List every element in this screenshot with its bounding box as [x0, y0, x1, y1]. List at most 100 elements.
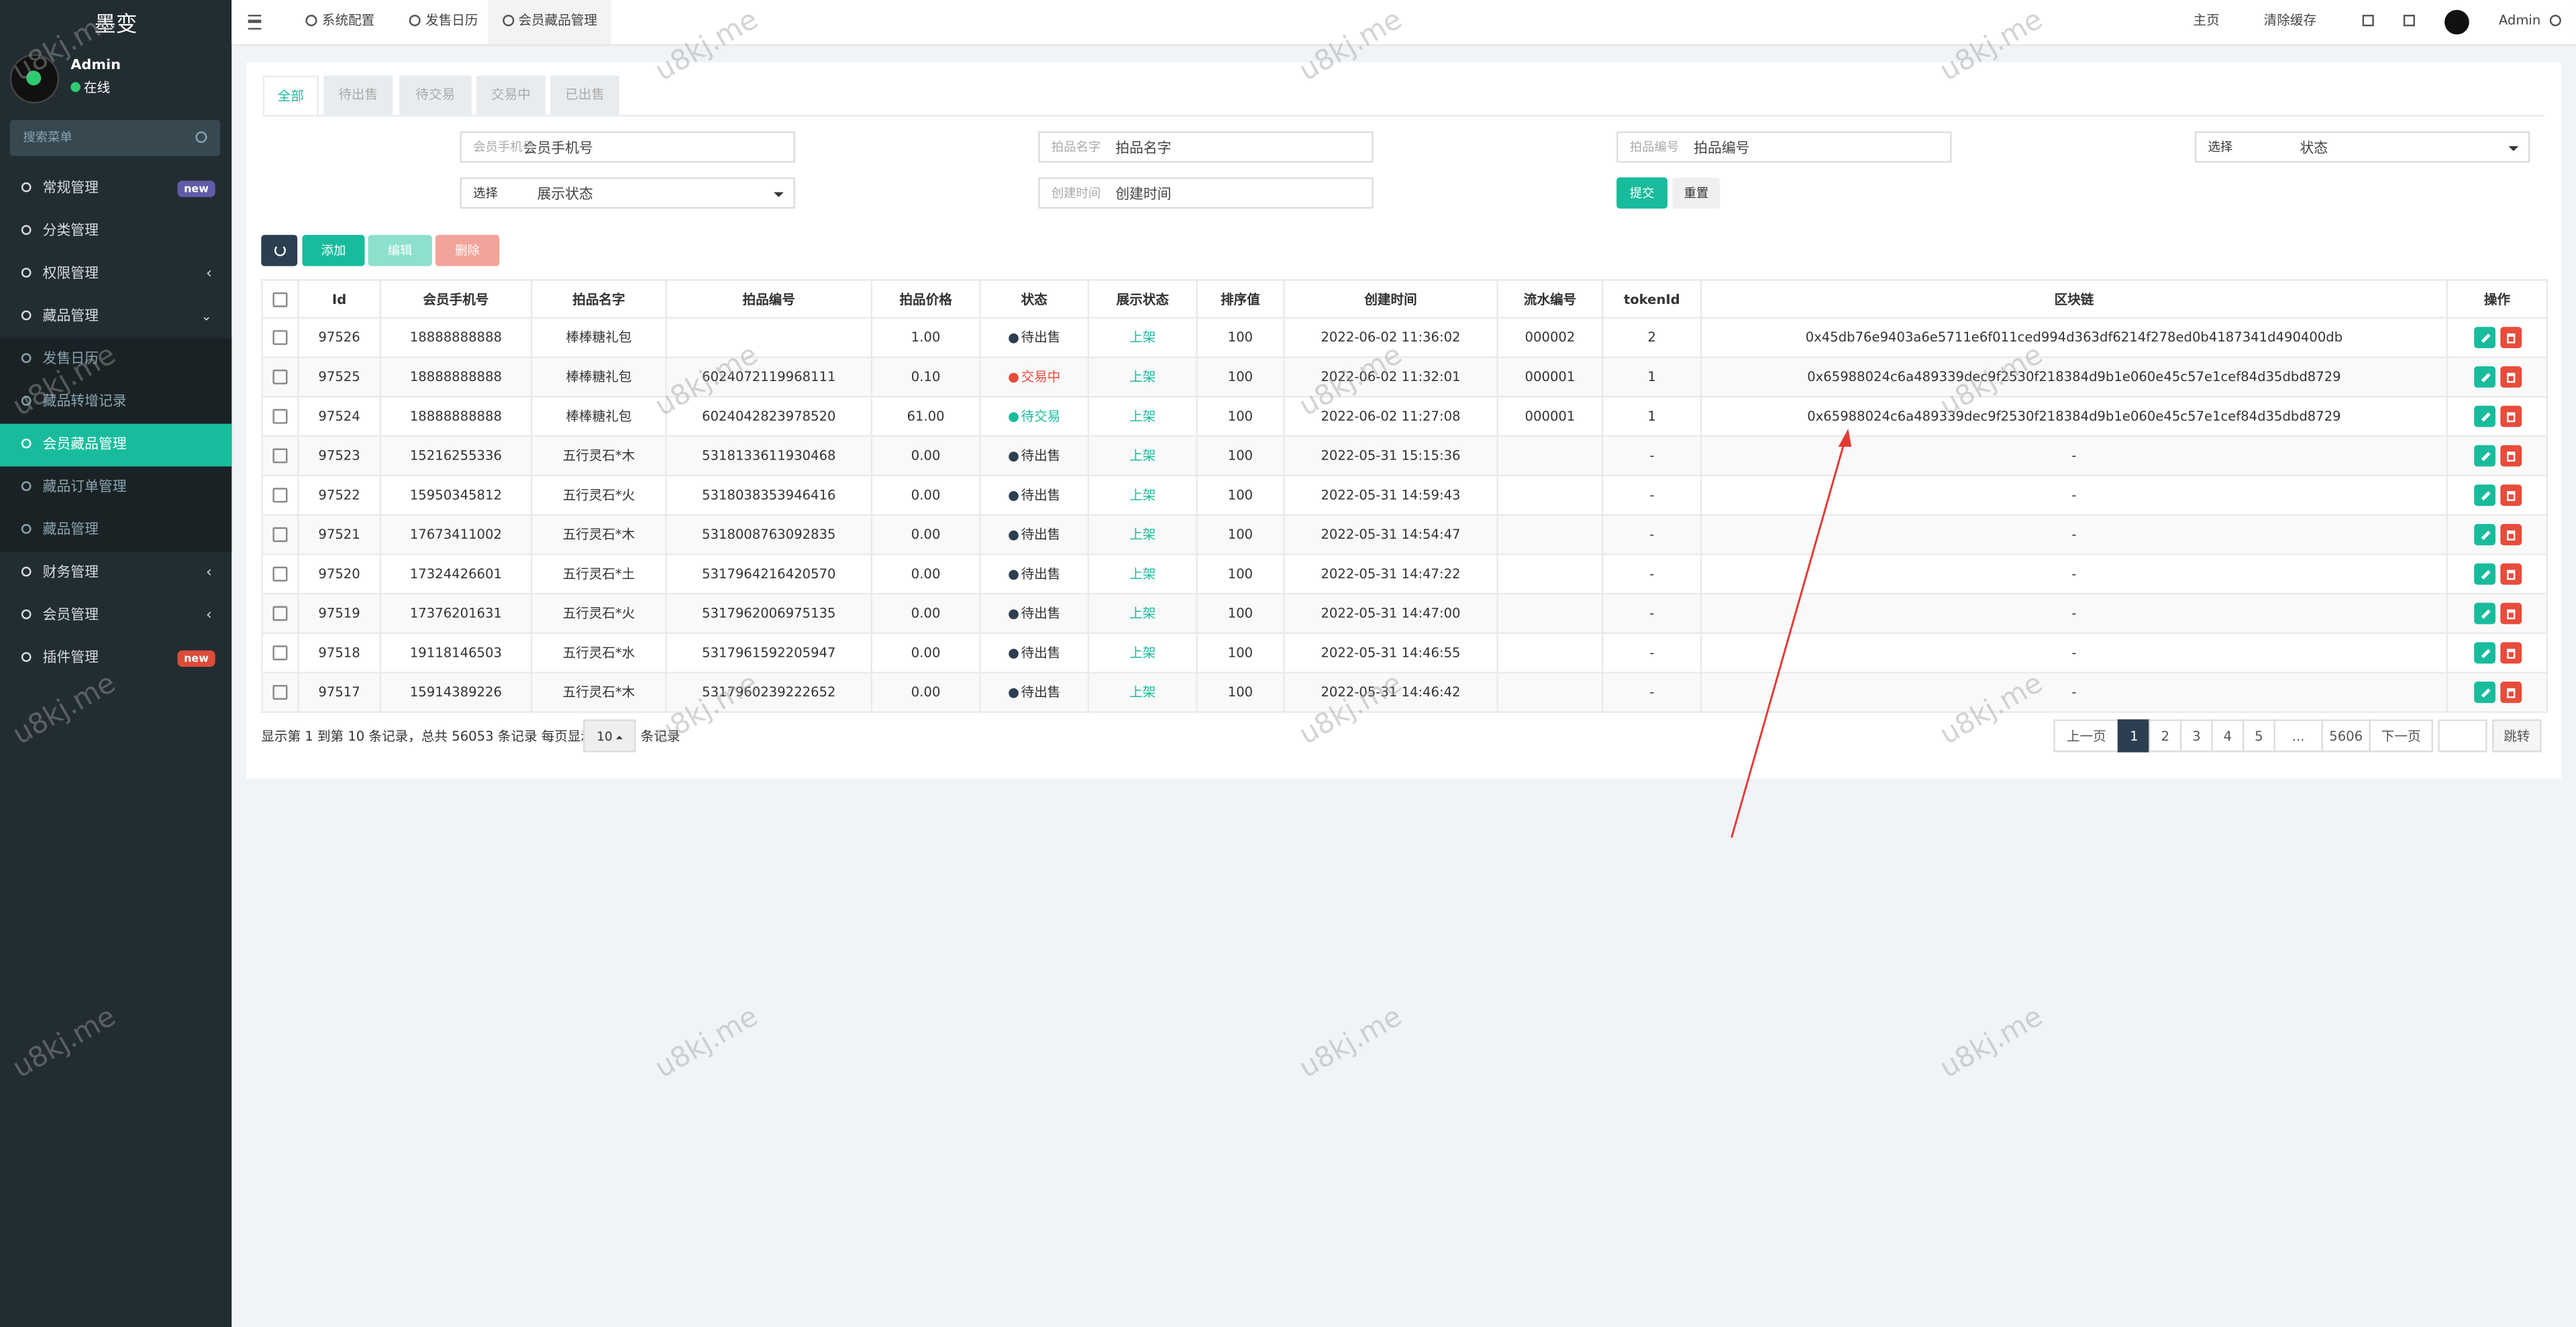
menu-item[interactable]: 权限管理 ‹ — [0, 253, 231, 296]
edit-button[interactable] — [2473, 327, 2495, 349]
checkbox[interactable] — [272, 448, 288, 464]
checkbox[interactable] — [272, 330, 288, 346]
top-icon[interactable] — [2362, 15, 2374, 27]
nav-tab[interactable]: 系统配置 — [294, 0, 386, 44]
checkbox[interactable] — [272, 566, 288, 582]
display-status[interactable]: 上架 — [1129, 527, 1156, 542]
toolbar-button[interactable]: 删除 — [435, 235, 500, 266]
checkbox[interactable] — [272, 409, 288, 424]
submenu-item[interactable]: 藏品订单管理 — [0, 466, 231, 509]
edit-button[interactable] — [2473, 405, 2495, 427]
edit-button[interactable] — [2473, 602, 2495, 625]
hamburger[interactable] — [248, 15, 262, 30]
edit-button[interactable] — [2473, 366, 2495, 388]
display-status[interactable]: 上架 — [1129, 448, 1156, 464]
edit-button[interactable] — [2473, 682, 2495, 703]
menu-item[interactable]: 会员管理 ‹ — [0, 594, 231, 637]
delete-button[interactable] — [2500, 327, 2521, 349]
refresh-button[interactable] — [261, 235, 298, 266]
menu-icon — [21, 182, 32, 193]
checkbox[interactable] — [272, 488, 288, 503]
filter-input[interactable]: 拍品编号 — [1616, 131, 1952, 163]
status-text: 待出售 — [1021, 684, 1061, 700]
cell — [2446, 672, 2548, 713]
menu-icon — [21, 609, 32, 620]
status-tab[interactable]: 待出售 — [323, 75, 393, 115]
pagination-button[interactable]: 跳转 — [2492, 719, 2542, 753]
delete-button[interactable] — [2500, 484, 2521, 507]
submenu-item[interactable]: 发售日历 — [0, 338, 231, 381]
menu-item[interactable]: 财务管理 ‹ — [0, 552, 231, 595]
cell: 100 — [1196, 672, 1285, 713]
menu-item[interactable]: 分类管理 — [0, 210, 231, 253]
form-button[interactable]: 重置 — [1672, 177, 1720, 209]
header-cell: tokenId — [1602, 279, 1702, 319]
filter-input[interactable]: 拍品名字 — [1038, 131, 1374, 163]
checkbox[interactable] — [272, 684, 288, 700]
edit-button[interactable] — [2473, 563, 2495, 585]
submenu-item[interactable]: 藏品转增记录 — [0, 381, 231, 424]
edit-button[interactable] — [2473, 445, 2495, 467]
top-user[interactable]: Admin — [2498, 13, 2541, 28]
display-status[interactable]: 上架 — [1129, 684, 1156, 700]
toolbar-button[interactable]: 编辑 — [368, 235, 432, 266]
filter-input[interactable]: 创建时间 — [1038, 177, 1374, 209]
checkbox[interactable] — [272, 291, 288, 307]
pagination-button[interactable]: 3 — [2179, 719, 2213, 753]
pagination-button[interactable]: 下一页 — [2369, 719, 2433, 753]
filter-input[interactable]: 会员手机号 — [460, 131, 795, 163]
submenu-item[interactable]: 藏品管理 — [0, 509, 231, 552]
pagination-button[interactable]: 上一页 — [2053, 719, 2120, 753]
checkbox[interactable] — [272, 606, 288, 621]
top-icon[interactable] — [2403, 15, 2416, 27]
menu-item[interactable]: 常规管理 new — [0, 168, 231, 211]
status-tab[interactable]: 待交易 — [399, 75, 472, 115]
form-button[interactable]: 提交 — [1616, 177, 1668, 209]
display-status[interactable]: 上架 — [1129, 606, 1156, 621]
display-status[interactable]: 上架 — [1129, 645, 1156, 661]
delete-button[interactable] — [2500, 524, 2521, 545]
edit-button[interactable] — [2473, 642, 2495, 664]
edit-button[interactable] — [2473, 524, 2495, 545]
menu-item[interactable]: 藏品管理 ⌄ — [0, 296, 231, 339]
search-box[interactable]: 搜索菜单 — [9, 119, 221, 156]
page-size[interactable]: 10 — [583, 719, 636, 753]
delete-button[interactable] — [2500, 445, 2521, 467]
settings-icon[interactable] — [2549, 15, 2561, 27]
pagination-button[interactable]: ... — [2273, 719, 2323, 753]
delete-button[interactable] — [2500, 563, 2521, 585]
top-link[interactable]: 主页 — [2193, 13, 2220, 28]
pagination-button[interactable]: 4 — [2211, 719, 2245, 753]
top-link[interactable]: 清除缓存 — [2263, 13, 2317, 28]
edit-button[interactable] — [2473, 484, 2495, 507]
cell: 上架 — [1087, 396, 1198, 437]
toolbar-button[interactable]: 添加 — [302, 235, 365, 266]
delete-button[interactable] — [2500, 602, 2521, 625]
delete-button[interactable] — [2500, 682, 2521, 703]
status-tab[interactable]: 已出售 — [550, 75, 620, 115]
filter-select[interactable]: 选择 — [2194, 131, 2530, 163]
display-status[interactable]: 上架 — [1129, 488, 1156, 503]
display-status[interactable]: 上架 — [1129, 566, 1156, 582]
delete-button[interactable] — [2500, 405, 2521, 427]
checkbox[interactable] — [272, 369, 288, 384]
menu-item[interactable]: 插件管理 new — [0, 637, 231, 680]
nav-tab[interactable]: 会员藏品管理 — [488, 0, 611, 45]
submenu-item[interactable]: 会员藏品管理 — [0, 423, 232, 467]
status-tab[interactable]: 交易中 — [476, 75, 546, 115]
jump-input[interactable] — [2438, 719, 2487, 753]
status-tab[interactable]: 全部 — [262, 75, 319, 115]
display-status[interactable]: 上架 — [1129, 330, 1156, 346]
display-status[interactable]: 上架 — [1129, 369, 1156, 384]
nav-tab[interactable]: 发售日历 — [397, 0, 489, 44]
checkbox[interactable] — [272, 645, 288, 661]
cell: 000002 — [1496, 317, 1604, 358]
status-dot — [1008, 608, 1018, 619]
pagination-button[interactable]: 1 — [2117, 719, 2151, 753]
delete-button[interactable] — [2500, 642, 2521, 664]
display-status[interactable]: 上架 — [1129, 409, 1156, 424]
checkbox[interactable] — [272, 527, 288, 542]
delete-button[interactable] — [2500, 366, 2521, 388]
filter-select[interactable]: 选择 — [460, 177, 795, 209]
pagination-button[interactable]: 5606 — [2321, 719, 2371, 753]
